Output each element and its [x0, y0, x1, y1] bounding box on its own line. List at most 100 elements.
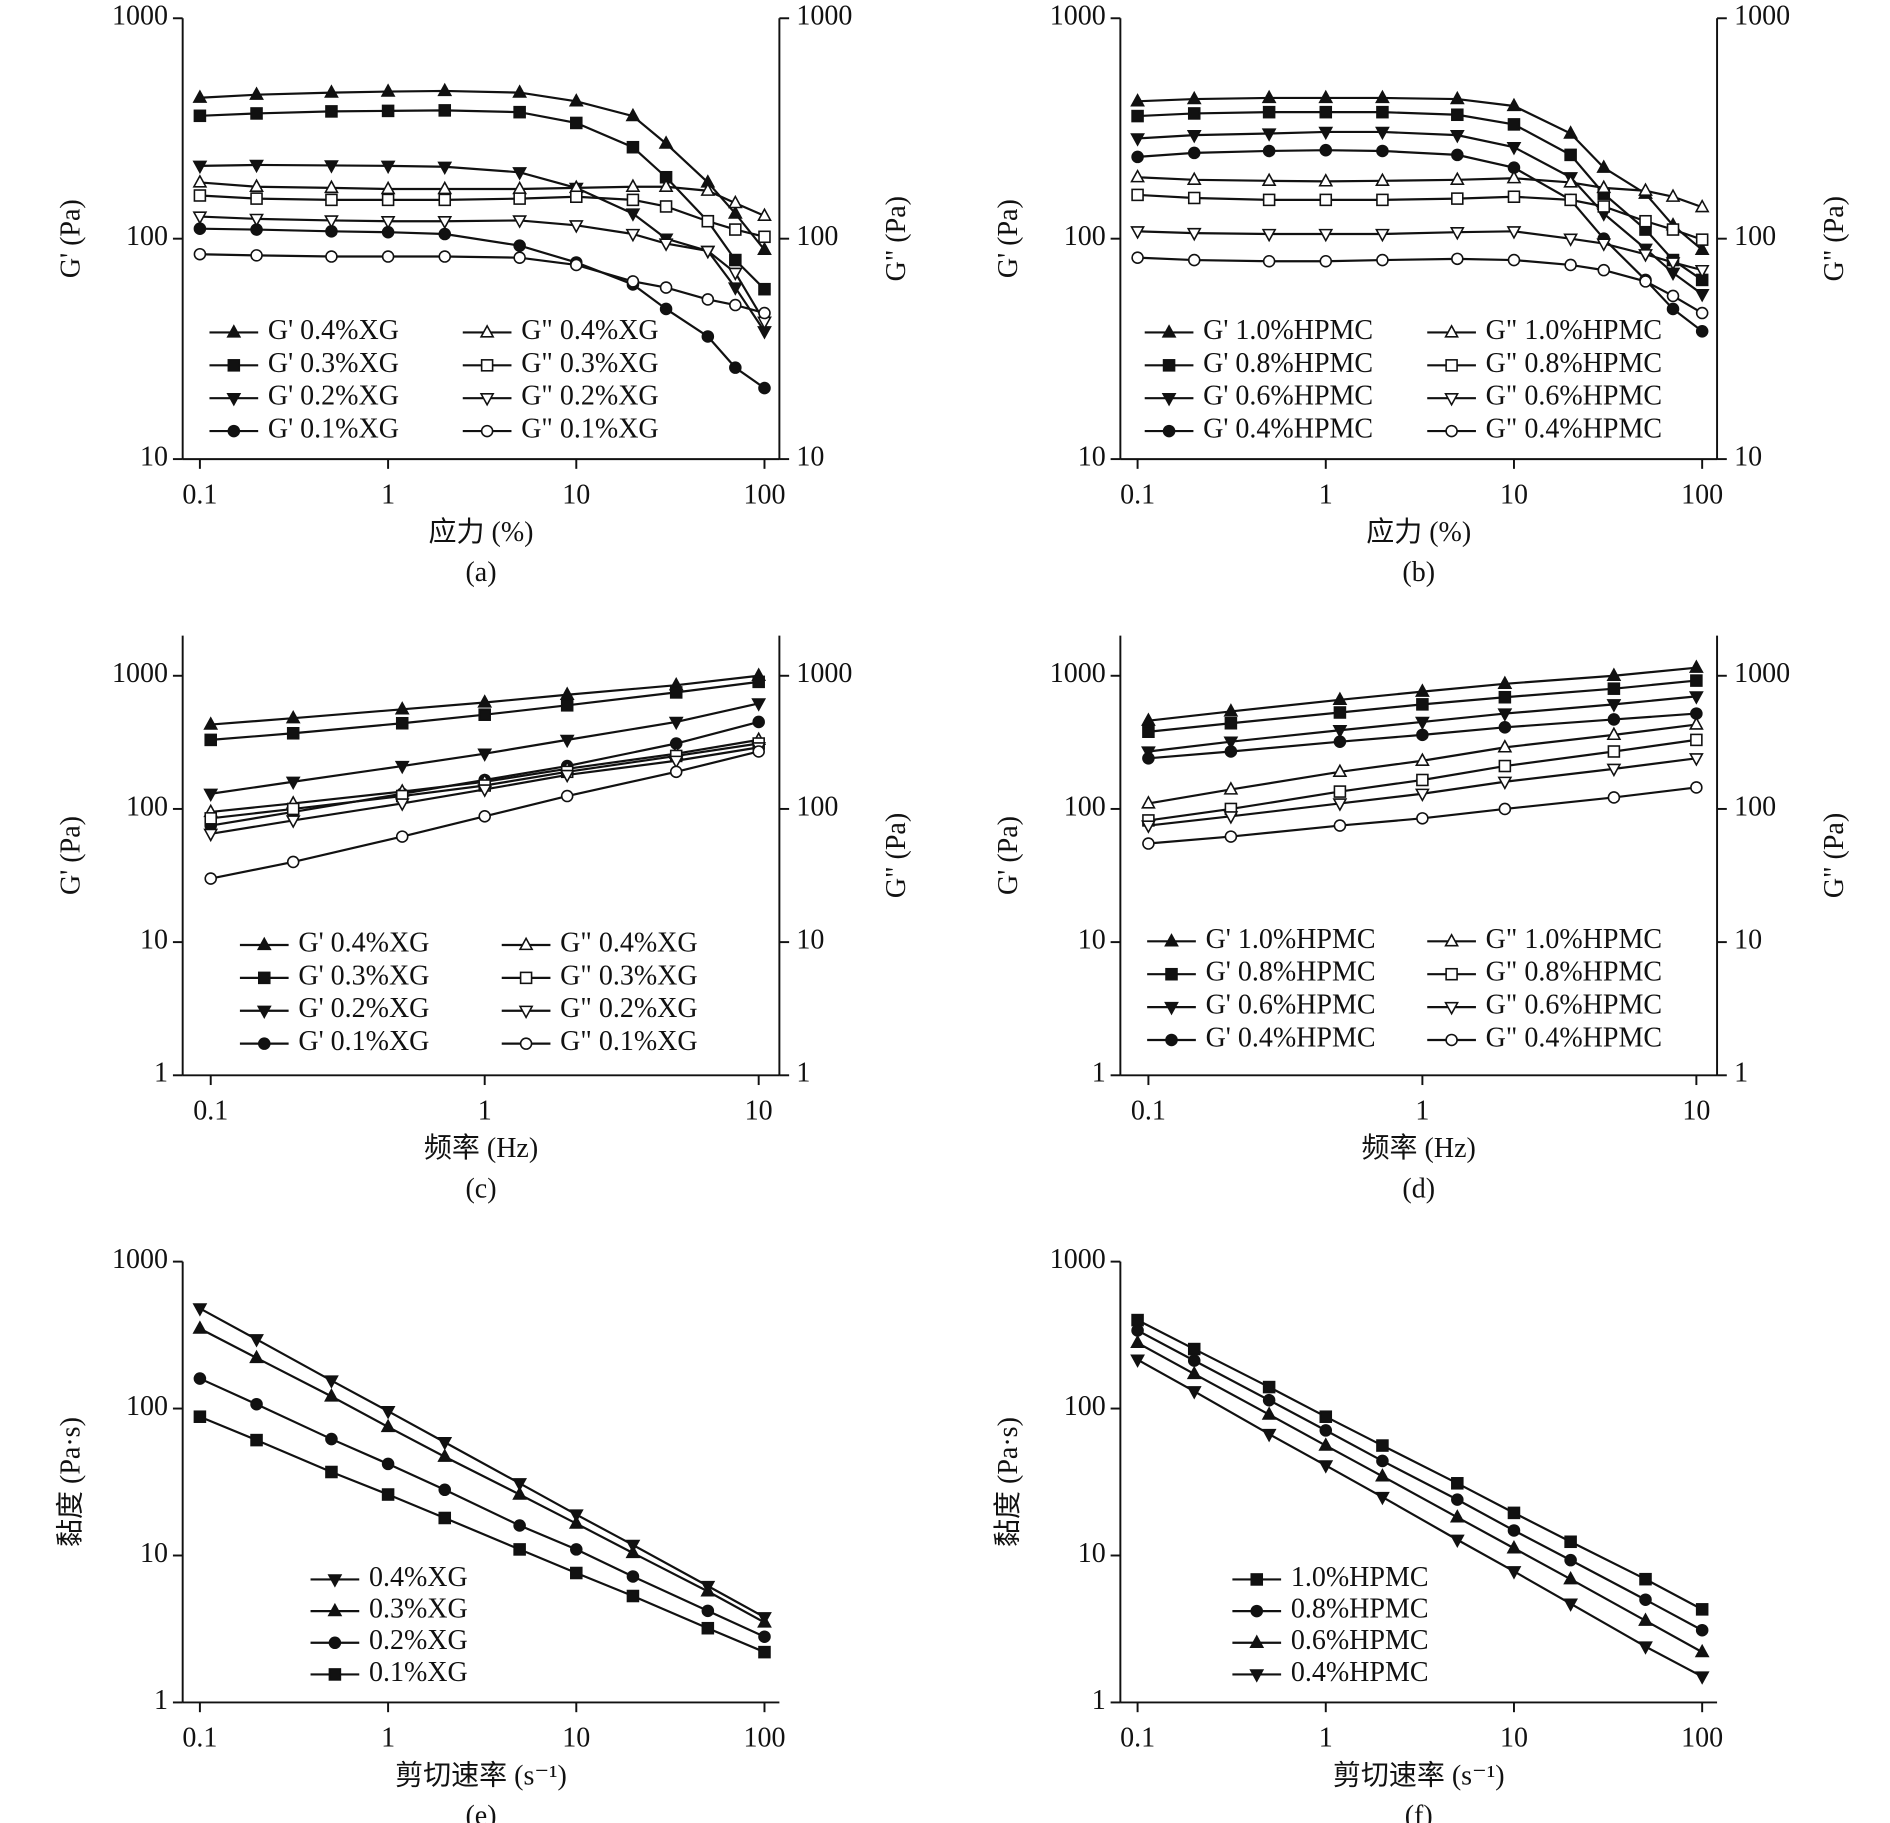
marker [658, 135, 674, 149]
series-line [199, 89, 766, 251]
y-tick-label: 10 [140, 442, 168, 473]
marker [1507, 1506, 1521, 1520]
marker [1563, 174, 1578, 188]
x-tick-label: 10 [562, 1723, 590, 1754]
legend-label: G' 0.4%XG [268, 315, 399, 346]
marker [1332, 798, 1348, 812]
marker [437, 216, 453, 230]
legend-marker [327, 1602, 343, 1617]
marker [193, 247, 207, 261]
marker [1451, 192, 1464, 205]
legend-marker [479, 393, 495, 407]
y2-axis-label: G" (Pa) [1819, 196, 1850, 281]
marker [1451, 108, 1464, 122]
marker [1507, 190, 1521, 204]
marker [1319, 254, 1333, 268]
marker [1416, 812, 1429, 825]
marker [325, 1465, 338, 1479]
marker [729, 298, 742, 312]
y2-tick-label: 1000 [796, 658, 852, 689]
marker [192, 160, 208, 175]
marker [1224, 745, 1238, 758]
legend-label: 0.3%XG [369, 1594, 468, 1625]
marker [1333, 735, 1347, 748]
legend-label: G' 0.1%XG [268, 414, 399, 445]
marker [193, 109, 207, 123]
y-tick-label: 1000 [112, 1, 168, 32]
legend-marker [226, 393, 242, 407]
caption: (b) [1402, 557, 1435, 588]
marker [1332, 725, 1348, 739]
legend-label: G" 1.0%HPMC [1486, 924, 1662, 955]
panel: 1 10 100 1000 1 10 100 1000 G" (Pa) 0.1 1 10 频率 (Hz)… [55, 635, 912, 1204]
marker [324, 1388, 339, 1402]
marker [625, 208, 641, 222]
legend-label: 0.6%HPMC [1291, 1625, 1429, 1656]
marker [1130, 133, 1145, 147]
y-tick-label: 100 [1064, 221, 1106, 252]
y-tick-label: 1 [154, 1685, 168, 1716]
marker [1506, 97, 1522, 112]
y-tick-label: 100 [126, 1391, 168, 1422]
y-axis-label: G' (Pa) [55, 816, 86, 895]
marker [1449, 171, 1465, 185]
marker [1507, 253, 1521, 267]
legend-label: 0.4%HPMC [1291, 1657, 1429, 1688]
marker [438, 1511, 452, 1525]
legend-label: G" 0.8%HPMC [1486, 348, 1662, 379]
marker [203, 716, 219, 730]
x-tick-label: 1 [478, 1095, 492, 1126]
marker [285, 709, 301, 724]
marker [1639, 1572, 1652, 1586]
legend-marker [1249, 1669, 1265, 1683]
marker [438, 250, 452, 263]
series-line [1137, 130, 1703, 296]
marker [729, 253, 742, 267]
marker [1694, 1643, 1710, 1658]
marker [437, 161, 453, 175]
marker [758, 381, 771, 395]
marker [568, 1515, 584, 1529]
marker [203, 828, 219, 843]
marker [477, 694, 493, 708]
marker [1690, 781, 1703, 794]
marker [1261, 1406, 1277, 1420]
legend-label: G' 0.2%XG [298, 993, 429, 1024]
y2-tick-label: 10 [796, 925, 824, 956]
marker [659, 281, 673, 294]
marker [1186, 90, 1202, 105]
marker [1564, 148, 1577, 162]
legend-label: G" 0.6%HPMC [1486, 990, 1662, 1021]
x-axis-label: 频率 (Hz) [1362, 1132, 1476, 1164]
marker [192, 174, 208, 188]
marker [1261, 1428, 1277, 1443]
legend-label: G' 0.2%XG [268, 381, 399, 412]
legend-marker [1444, 933, 1459, 947]
panel: 1 10 100 1000 1 10 100 1000 G" (Pa) 0.1 1 10 频率 (Hz)… [993, 635, 1850, 1204]
marker [1606, 667, 1622, 681]
marker [1223, 703, 1239, 717]
y-tick-label: 100 [1064, 1391, 1106, 1422]
marker [1695, 233, 1709, 246]
marker [1223, 811, 1239, 825]
marker [1638, 1641, 1653, 1655]
marker [1142, 725, 1155, 738]
marker [570, 1566, 583, 1580]
marker [668, 755, 684, 769]
marker [1695, 306, 1709, 320]
y-tick-label: 100 [1064, 791, 1106, 822]
legend-label: 1.0%HPMC [1291, 1562, 1429, 1593]
y-axis-label: 黏度 (Pa·s) [54, 1417, 86, 1547]
marker [559, 734, 575, 749]
marker [512, 84, 528, 98]
marker [1223, 781, 1239, 795]
marker [1498, 802, 1512, 816]
marker [513, 251, 526, 264]
marker [1639, 214, 1652, 228]
marker [757, 207, 772, 221]
marker [1131, 1324, 1144, 1337]
panel: 10 100 1000 10 100 1000 G" (Pa) 0.1 1 10 100 应力 (%)… [55, 1, 912, 589]
marker [193, 1410, 207, 1423]
marker [1141, 820, 1156, 834]
marker [1375, 126, 1390, 141]
